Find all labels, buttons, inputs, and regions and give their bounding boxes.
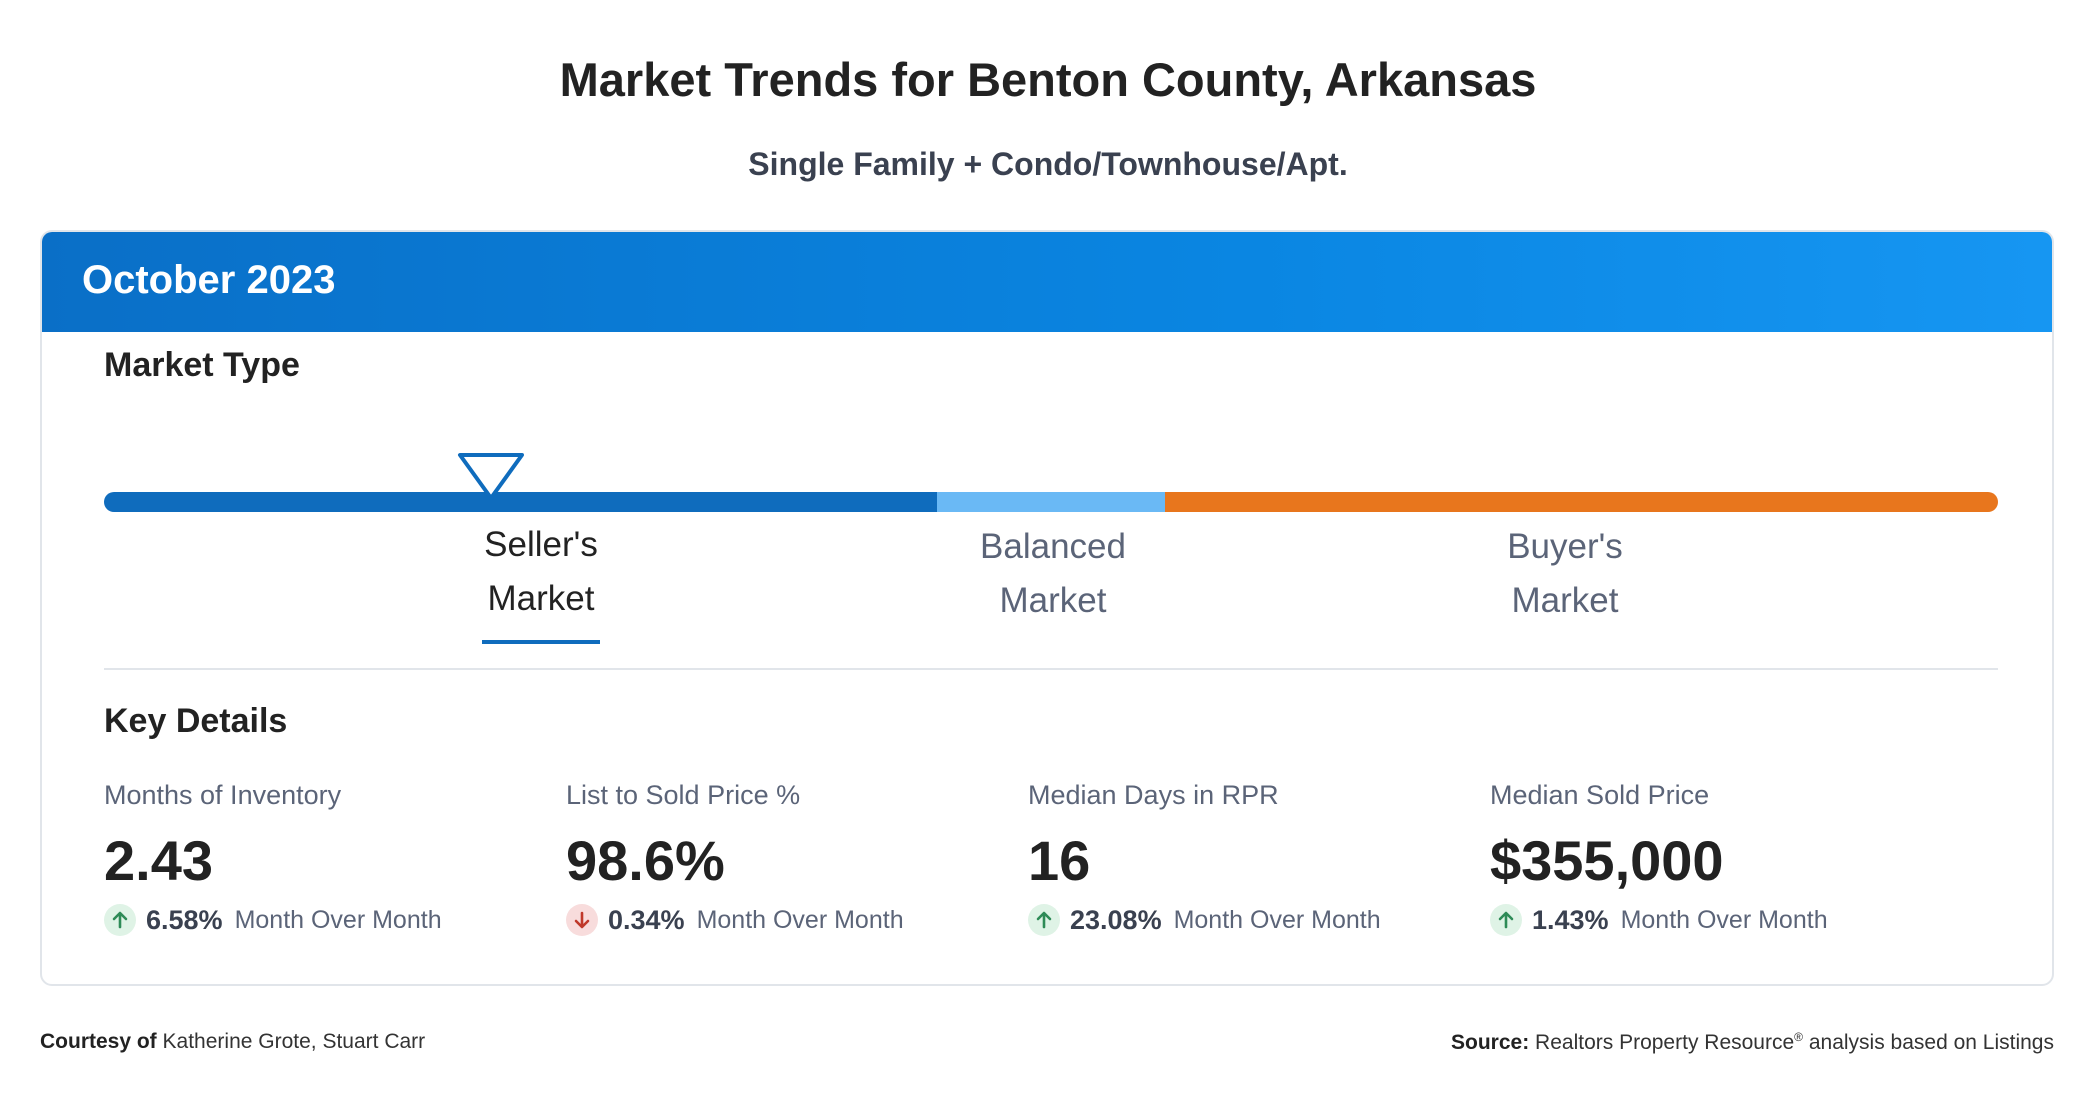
- buyers-market-line1: Buyer's: [1507, 527, 1623, 566]
- key-detail-label: List to Sold Price %: [566, 780, 801, 810]
- key-detail-value: 16: [1028, 829, 1091, 892]
- source-label: Source:: [1451, 1031, 1530, 1054]
- buyer-segment: [1165, 492, 1998, 512]
- key-detail-change-pct: 1.43%: [1532, 904, 1609, 935]
- key-detail-label: Median Sold Price: [1490, 780, 1710, 810]
- market-type-heading: Market Type: [104, 346, 300, 384]
- courtesy-names: Katherine Grote, Stuart Carr: [162, 1030, 426, 1053]
- sellers-market-line2: Market: [487, 579, 595, 618]
- key-detail-change: 1.43% Month Over Month: [1490, 904, 1828, 936]
- buyers-market-line2: Market: [1511, 581, 1619, 620]
- key-detail-change-period: Month Over Month: [1173, 905, 1381, 934]
- selected-market-underline: [482, 640, 600, 644]
- courtesy-label: Courtesy of: [40, 1030, 157, 1053]
- key-detail-change: 23.08% Month Over Month: [1028, 904, 1381, 936]
- source-text-rest: analysis based on Listings: [1803, 1031, 2054, 1054]
- key-detail-change-period: Month Over Month: [234, 905, 442, 934]
- key-detail-change: 0.34% Month Over Month: [566, 904, 904, 936]
- arrow-down-icon: [566, 904, 598, 936]
- key-detail-label: Median Days in RPR: [1028, 780, 1279, 810]
- sellers-market-line1: Seller's: [484, 525, 598, 564]
- key-detail-change-period: Month Over Month: [696, 905, 904, 934]
- arrow-up-icon: [104, 904, 136, 936]
- key-detail-change-pct: 0.34%: [608, 904, 685, 935]
- market-type-bar: [104, 492, 1998, 512]
- seller-segment: [104, 492, 937, 512]
- market-indicator-icon: [458, 453, 524, 500]
- key-details-heading: Key Details: [104, 702, 288, 740]
- market-trends-card: October 2023 Market Type Seller's Market…: [40, 230, 2054, 986]
- section-divider: [104, 668, 1998, 670]
- arrow-up-icon: [1490, 904, 1522, 936]
- sellers-market-label: Seller's Market: [421, 518, 661, 626]
- balanced-market-line2: Market: [999, 581, 1107, 620]
- buyers-market-label: Buyer's Market: [1445, 520, 1685, 628]
- key-detail-change-pct: 6.58%: [146, 904, 223, 935]
- courtesy-credit: Courtesy of Katherine Grote, Stuart Carr: [40, 1030, 425, 1054]
- source-text: Realtors Property Resource: [1535, 1031, 1795, 1054]
- card-header: October 2023: [42, 232, 2052, 332]
- key-detail-change-period: Month Over Month: [1620, 905, 1828, 934]
- key-detail-change-pct: 23.08%: [1070, 904, 1162, 935]
- balanced-market-line1: Balanced: [980, 527, 1126, 566]
- key-detail-value: 98.6%: [566, 829, 725, 892]
- report-subtitle: Single Family + Condo/Townhouse/Apt.: [748, 146, 1348, 182]
- balanced-segment: [937, 492, 1165, 512]
- key-detail-label: Months of Inventory: [104, 780, 342, 810]
- balanced-market-label: Balanced Market: [933, 520, 1173, 628]
- key-detail-change: 6.58% Month Over Month: [104, 904, 442, 936]
- source-credit: Source: Realtors Property Resource® anal…: [1451, 1030, 2054, 1055]
- arrow-up-icon: [1028, 904, 1060, 936]
- key-detail-value: $355,000: [1490, 829, 1724, 892]
- period-label: October 2023: [82, 258, 336, 302]
- key-detail-value: 2.43: [104, 829, 213, 892]
- report-title: Market Trends for Benton County, Arkansa…: [559, 53, 1537, 106]
- registered-mark: ®: [1794, 1030, 1803, 1044]
